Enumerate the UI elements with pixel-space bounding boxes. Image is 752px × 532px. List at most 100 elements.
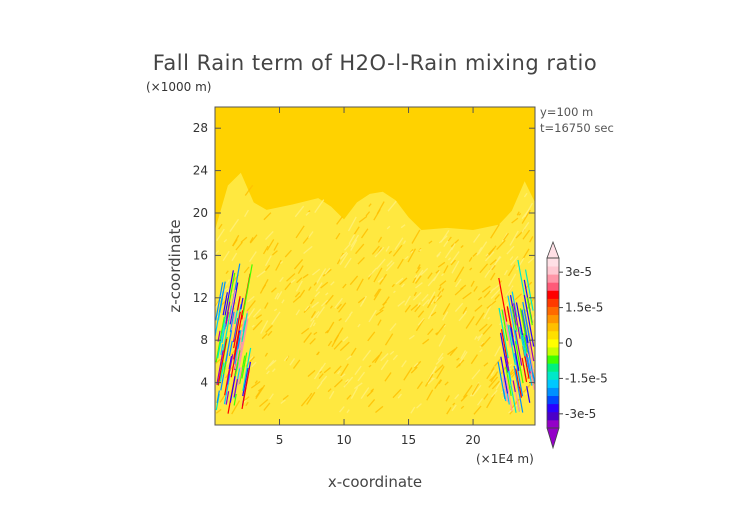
colorbar-segment: [547, 395, 559, 405]
field-streak: [436, 253, 441, 258]
edge-streak: [524, 269, 534, 311]
field-streak: [470, 280, 475, 287]
edge-streak: [222, 292, 228, 316]
edge-streak: [509, 294, 517, 326]
field-streak: [338, 302, 347, 313]
field-streak: [307, 210, 311, 213]
field-streak: [460, 405, 465, 410]
field-streak: [446, 407, 452, 415]
field-streak: [404, 255, 409, 260]
field-streak: [386, 225, 391, 230]
field-streak: [434, 379, 442, 389]
field-streak: [413, 291, 417, 297]
field-streak: [379, 306, 385, 312]
field-streak: [338, 318, 342, 322]
edge-streak: [514, 353, 524, 397]
colorbar-segment: [547, 403, 559, 413]
edge-streak: [507, 295, 518, 345]
field-streak: [444, 381, 449, 386]
edge-streak: [229, 311, 235, 333]
field-streak: [255, 387, 263, 398]
field-streak: [300, 396, 310, 407]
field-streak: [260, 320, 269, 334]
field-streak: [243, 266, 250, 274]
field-streak: [348, 234, 356, 245]
field-streak: [470, 354, 478, 365]
field-streak: [485, 253, 489, 258]
field-streak: [437, 290, 442, 297]
field-streak: [273, 242, 279, 251]
field-streak: [294, 205, 305, 218]
field-streak: [392, 388, 402, 399]
field-streak: [249, 251, 257, 263]
field-streak: [487, 316, 491, 320]
field-streak: [460, 284, 467, 290]
field-streak: [215, 408, 222, 414]
edge-streak: [237, 367, 243, 386]
field-streak: [416, 381, 423, 390]
field-streak: [385, 261, 395, 272]
field-streak: [400, 224, 406, 229]
field-streak: [401, 360, 407, 368]
field-streak: [306, 391, 316, 405]
field-streak: [502, 232, 509, 241]
field-streak: [231, 252, 238, 262]
edge-streak: [241, 368, 251, 410]
field-streak: [376, 258, 386, 270]
field-streak: [462, 384, 473, 398]
colorbar-segment: [547, 347, 559, 356]
field-streak: [468, 256, 473, 262]
field-streak: [221, 287, 231, 300]
field-streak: [437, 261, 446, 268]
edge-streak: [215, 282, 224, 321]
field-streak: [284, 249, 292, 258]
field-streak: [216, 228, 225, 241]
field-streak: [486, 394, 496, 409]
field-streak: [481, 336, 491, 347]
field-streak: [471, 383, 480, 395]
plot-area: [214, 106, 536, 426]
field-streak: [310, 298, 315, 305]
field-streak: [336, 216, 343, 225]
field-streak: [445, 395, 450, 402]
field-streak: [392, 354, 398, 361]
field-streak: [397, 258, 404, 269]
field-streak: [508, 404, 518, 414]
field-streak: [368, 203, 372, 207]
field-streak: [476, 251, 480, 256]
field-streak: [274, 292, 280, 300]
field-streak: [259, 398, 269, 408]
field-streak: [343, 376, 354, 388]
field-streak: [506, 245, 515, 255]
edge-streak: [519, 308, 526, 336]
edge-streak: [502, 309, 511, 348]
edge-streak: [499, 332, 509, 373]
field-streak: [368, 309, 377, 323]
edge-streak: [228, 340, 233, 357]
edge-streak: [498, 307, 509, 359]
field-streak: [356, 278, 364, 291]
field-streak: [478, 323, 488, 332]
x-tick-label: 10: [336, 433, 351, 447]
field-streak: [414, 269, 424, 282]
x-axis-unit: (×1E4 m): [476, 452, 534, 466]
field-streak: [377, 277, 384, 283]
colorbar-segment: [547, 266, 559, 275]
field-streak: [412, 277, 417, 284]
field-streak: [483, 290, 491, 298]
field-streak: [309, 337, 316, 345]
edge-streak: [232, 317, 239, 343]
field-streak: [335, 232, 341, 240]
field-streak: [367, 331, 376, 342]
field-streak: [486, 367, 495, 380]
field-streak: [389, 323, 397, 332]
field-streak: [436, 365, 445, 380]
field-streak: [484, 251, 495, 262]
edge-streak: [219, 281, 226, 313]
field-streak: [486, 300, 497, 309]
field-streak: [316, 268, 327, 284]
field-streak: [522, 248, 530, 260]
edge-streak: [505, 376, 513, 412]
field-streak: [483, 362, 489, 367]
field-streak: [438, 235, 448, 244]
